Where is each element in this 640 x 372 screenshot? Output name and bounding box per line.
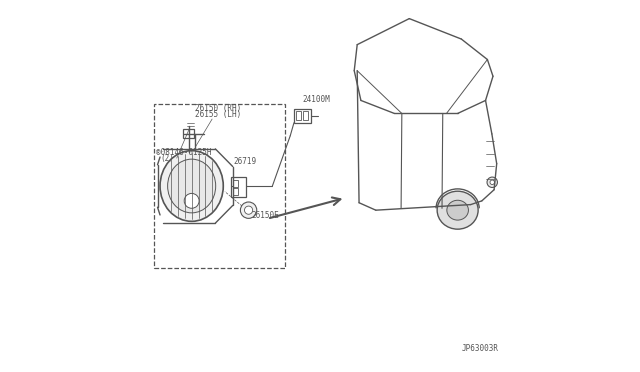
Bar bbox=[232, 177, 246, 197]
Ellipse shape bbox=[437, 191, 478, 229]
Bar bbox=[234, 188, 238, 195]
Circle shape bbox=[490, 180, 495, 185]
Circle shape bbox=[241, 202, 257, 218]
Text: 26155 (LH): 26155 (LH) bbox=[195, 110, 241, 119]
Text: 26719: 26719 bbox=[234, 157, 257, 166]
Bar bbox=[294, 109, 310, 123]
Text: (2): (2) bbox=[161, 154, 175, 163]
Bar bbox=[234, 180, 238, 187]
Ellipse shape bbox=[160, 151, 223, 221]
Bar bbox=[154, 104, 285, 268]
Circle shape bbox=[184, 193, 199, 208]
Bar bbox=[296, 111, 301, 120]
Bar bbox=[303, 111, 308, 120]
Ellipse shape bbox=[447, 200, 468, 220]
Circle shape bbox=[244, 206, 253, 214]
Circle shape bbox=[487, 177, 497, 187]
Text: 26150E: 26150E bbox=[251, 211, 279, 220]
Bar bbox=[184, 129, 194, 138]
Text: ®08146-6125H: ®08146-6125H bbox=[156, 148, 212, 157]
Text: 24100M: 24100M bbox=[302, 95, 330, 104]
Text: 26150 (RH): 26150 (RH) bbox=[195, 105, 241, 113]
Text: JP63003R: JP63003R bbox=[461, 344, 499, 353]
Ellipse shape bbox=[168, 159, 216, 213]
